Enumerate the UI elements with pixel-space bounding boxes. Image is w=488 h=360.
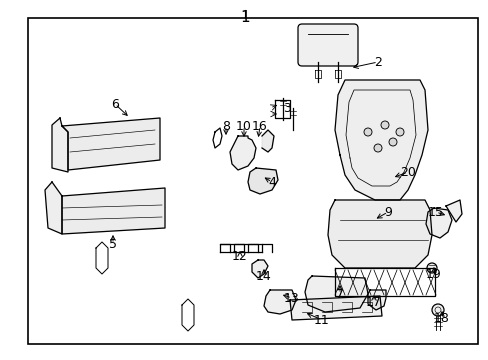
Polygon shape [264, 290, 295, 314]
Polygon shape [262, 130, 273, 152]
Polygon shape [305, 276, 367, 312]
Text: 7: 7 [335, 288, 343, 301]
Text: 6: 6 [111, 98, 119, 111]
Polygon shape [327, 200, 431, 268]
Text: 8: 8 [222, 120, 229, 132]
Circle shape [373, 144, 381, 152]
Text: 18: 18 [433, 311, 449, 324]
Polygon shape [62, 118, 160, 170]
Polygon shape [62, 188, 164, 234]
Circle shape [363, 128, 371, 136]
Polygon shape [229, 136, 256, 170]
Polygon shape [445, 200, 461, 222]
Circle shape [380, 121, 388, 129]
Circle shape [388, 138, 396, 146]
Text: 17: 17 [366, 296, 381, 309]
Text: 12: 12 [232, 249, 247, 262]
Text: 20: 20 [399, 166, 415, 179]
Polygon shape [367, 290, 385, 310]
Text: 11: 11 [313, 314, 329, 327]
Text: 1: 1 [240, 10, 249, 25]
Text: 13: 13 [284, 292, 299, 305]
Text: 16: 16 [252, 120, 267, 132]
Text: 3: 3 [283, 102, 290, 114]
Text: 14: 14 [256, 270, 271, 283]
Text: 10: 10 [236, 120, 251, 132]
Circle shape [426, 263, 436, 273]
Polygon shape [251, 260, 267, 278]
Text: 2: 2 [373, 55, 381, 68]
FancyBboxPatch shape [297, 24, 357, 66]
Circle shape [395, 128, 403, 136]
Polygon shape [52, 118, 68, 172]
Circle shape [431, 304, 443, 316]
Polygon shape [45, 182, 62, 234]
Polygon shape [289, 296, 381, 320]
Text: 19: 19 [425, 267, 441, 280]
Polygon shape [425, 208, 451, 238]
Text: 9: 9 [383, 206, 391, 219]
Text: 4: 4 [267, 176, 275, 189]
Polygon shape [334, 80, 427, 200]
Polygon shape [247, 168, 278, 194]
Text: 15: 15 [427, 206, 443, 219]
Text: 5: 5 [109, 238, 117, 251]
